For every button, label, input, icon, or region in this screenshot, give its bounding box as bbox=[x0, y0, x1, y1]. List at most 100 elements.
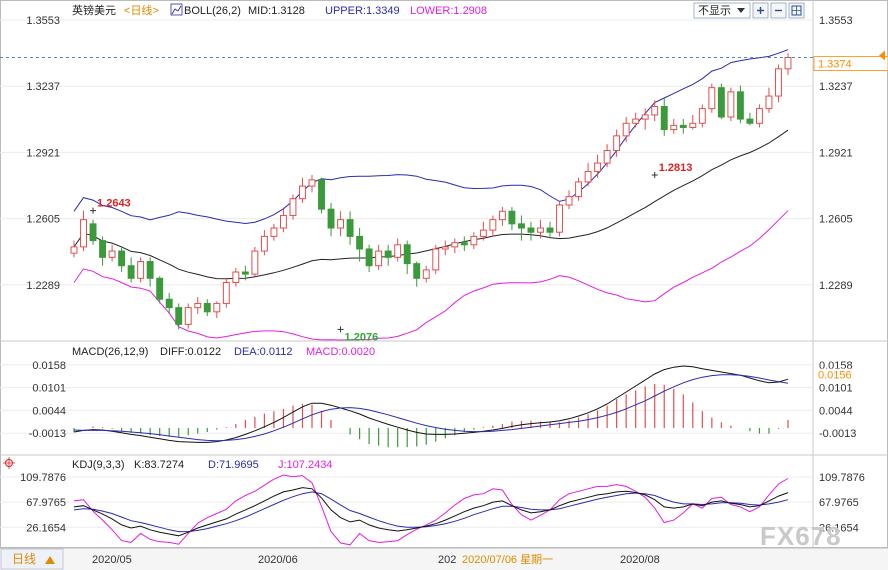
macd-legend: MACD(26,12,9) DIFF:0.0122 DEA:0.0112 MAC… bbox=[72, 346, 375, 358]
candle-up bbox=[498, 210, 506, 221]
plus-icon bbox=[757, 7, 764, 14]
candle-up bbox=[270, 227, 278, 237]
candle-up bbox=[222, 281, 230, 304]
main-y-axis: 1.3553 1.3553 1.3237 1.3237 1.2921 1.2921 1.26… bbox=[26, 15, 852, 292]
macd-current-label: 0.0156 bbox=[818, 370, 852, 382]
chevron-down-icon bbox=[737, 8, 745, 13]
candle-down bbox=[146, 261, 154, 279]
macd-current-tag bbox=[814, 368, 869, 381]
candle-up bbox=[232, 271, 240, 283]
y-tick-label: 1.2605 bbox=[26, 214, 60, 226]
candle-up bbox=[556, 204, 563, 233]
y-tick-label: 1.2921 bbox=[26, 147, 60, 159]
candle-up bbox=[194, 302, 202, 309]
y-tick-label: 0.0158 bbox=[32, 360, 66, 372]
candle-up bbox=[613, 135, 621, 152]
candle-down bbox=[413, 263, 421, 279]
toolbar: 不显示 bbox=[693, 2, 805, 19]
y-tick-label: 109.7876 bbox=[20, 472, 66, 484]
candle-down bbox=[460, 242, 468, 246]
candle-up bbox=[698, 108, 706, 124]
kdj-legend: KDJ(9,3,3) K:83.7274 D:71.9695 J:107.243… bbox=[3, 457, 332, 471]
candle-down bbox=[203, 302, 211, 313]
kdj-j-line bbox=[73, 474, 789, 546]
extreme-label: 1.2643 bbox=[97, 198, 131, 210]
macd-value: MACD:0.0020 bbox=[306, 346, 375, 358]
y-tick-label-right: 0.0101 bbox=[819, 383, 853, 395]
display-select[interactable]: 不显示 bbox=[693, 2, 751, 19]
macd-histogram bbox=[73, 384, 789, 448]
macd-lines bbox=[73, 365, 789, 443]
candle-down bbox=[356, 235, 364, 250]
main-grid bbox=[0, 19, 813, 286]
candle-down bbox=[736, 91, 744, 120]
x-label-may: 2020/05 bbox=[92, 554, 132, 566]
y-tick-label-right: 1.2605 bbox=[819, 214, 853, 226]
zoom-in-button[interactable] bbox=[752, 2, 769, 19]
y-tick-label-right: 0.0044 bbox=[819, 405, 853, 417]
candle-up bbox=[632, 118, 640, 124]
candle-up bbox=[765, 95, 773, 110]
candle-up bbox=[432, 248, 440, 271]
candle-up bbox=[308, 179, 316, 187]
boll-upper-line bbox=[73, 49, 789, 225]
candle-up bbox=[70, 246, 78, 254]
kdj-y-axis: 109.7876 109.7876 67.9765 67.9765 26.1654 26.… bbox=[20, 472, 865, 534]
kdj-k-line bbox=[73, 487, 789, 537]
candle-down bbox=[679, 124, 687, 128]
kdj-k: K:83.7274 bbox=[134, 459, 184, 471]
candle-down bbox=[508, 210, 516, 225]
candle-down bbox=[241, 271, 249, 275]
macd-diff-line bbox=[73, 365, 789, 443]
macd-params: MACD(26,12,9) bbox=[72, 346, 148, 358]
candle-up bbox=[441, 246, 449, 250]
candle-up bbox=[594, 162, 602, 172]
y-tick-label: -0.0013 bbox=[29, 428, 66, 440]
macd-dea-line bbox=[73, 374, 789, 442]
zoom-out-button[interactable] bbox=[770, 2, 787, 19]
kdj-grid bbox=[0, 476, 813, 528]
kdj-d-line bbox=[73, 491, 789, 533]
period-button[interactable]: 日线 bbox=[0, 548, 64, 570]
bottom-bar: 日线 2020/05 2020/06 202 2020/07/06 星期一 20… bbox=[0, 547, 888, 570]
x-label-jun: 2020/06 bbox=[258, 554, 298, 566]
candle-down bbox=[365, 248, 373, 267]
candle-down bbox=[546, 227, 554, 233]
crosshair-icon[interactable] bbox=[3, 457, 15, 469]
candle-up bbox=[80, 219, 87, 248]
instrument-title: 英镑美元 bbox=[72, 3, 116, 17]
y-tick-label-right: 109.7876 bbox=[819, 472, 865, 484]
candle-up bbox=[727, 91, 735, 118]
candle-down bbox=[127, 265, 135, 279]
candle-up bbox=[565, 196, 573, 206]
extreme-label: 1.2813 bbox=[659, 162, 693, 174]
candle-down bbox=[99, 240, 107, 258]
y-tick-label-right: 1.2289 bbox=[819, 280, 853, 292]
y-tick-label-right: 67.9765 bbox=[819, 497, 859, 509]
candle-up bbox=[451, 242, 459, 248]
settings-button[interactable] bbox=[788, 2, 805, 19]
svg-text:不显示: 不显示 bbox=[698, 4, 731, 17]
boll-upper: UPPER:1.3349 bbox=[325, 5, 400, 17]
svg-text:日线: 日线 bbox=[12, 552, 36, 566]
candle-up bbox=[775, 68, 782, 97]
y-tick-label: 0.0044 bbox=[32, 405, 66, 417]
kdj-d: D:71.9695 bbox=[208, 459, 259, 471]
macd-diff: DIFF:0.0122 bbox=[160, 346, 221, 358]
candle-down bbox=[403, 244, 411, 265]
candle-down bbox=[118, 250, 126, 267]
candle-down bbox=[660, 106, 668, 131]
candle-up bbox=[394, 244, 402, 258]
macd-dea: DEA:0.0112 bbox=[234, 346, 293, 358]
candle-up bbox=[670, 124, 678, 131]
candle-up bbox=[299, 185, 306, 200]
macd-grid bbox=[0, 364, 813, 434]
kdj-lines bbox=[73, 474, 789, 546]
crosshair-date: 2020/07/06 星期一 bbox=[462, 553, 553, 566]
candle-up bbox=[537, 227, 544, 233]
indicator-toggle-icon[interactable] bbox=[170, 3, 183, 16]
triangle-up-icon bbox=[45, 556, 55, 564]
candle-up bbox=[213, 302, 221, 313]
candle-up bbox=[470, 235, 478, 246]
